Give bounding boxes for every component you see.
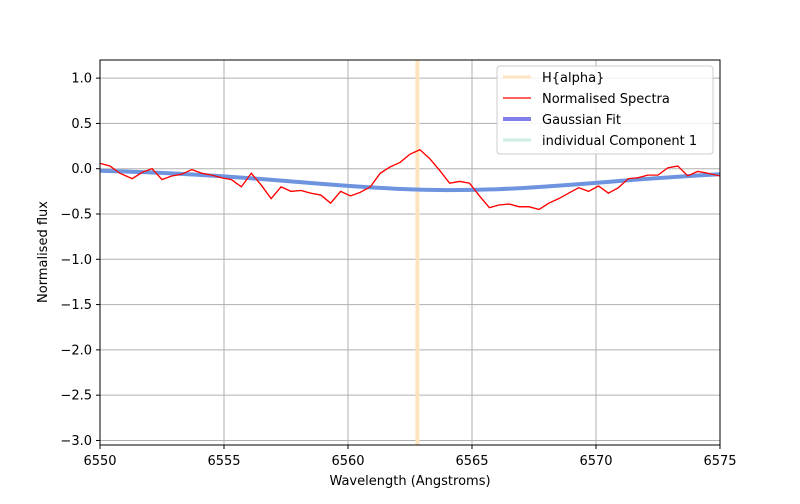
x-tick-label: 6565 <box>455 454 488 469</box>
y-axis-label: Normalised flux <box>36 201 51 303</box>
y-tick-label: −1.5 <box>60 298 92 313</box>
y-tick-label: −2.5 <box>60 389 92 404</box>
legend-box <box>496 65 714 155</box>
axes: 6550 6555 6560 6565 6570 6575 1.0 0.5 0.0 −0.5 −1.… <box>60 72 736 469</box>
y-tick-label: −1.0 <box>60 253 92 268</box>
x-axis-label: Wavelength (Angstroms) <box>329 474 490 489</box>
legend-label: Gaussian Fit <box>542 113 621 128</box>
y-tick-label: −3.0 <box>60 434 92 449</box>
y-tick-label: −0.5 <box>60 208 92 223</box>
legend-label: Normalised Spectra <box>542 92 670 107</box>
legend-label: individual Component 1 <box>542 134 697 149</box>
y-tick-label: 0.0 <box>71 162 92 177</box>
x-tick-label: 6575 <box>703 454 736 469</box>
x-tick-label: 6555 <box>207 454 240 469</box>
y-tick-label: 0.5 <box>71 117 92 132</box>
data-layer <box>100 60 720 445</box>
plot-frame <box>99 59 721 446</box>
x-tick-label: 6570 <box>579 454 612 469</box>
normalised-spectra-line-top <box>100 148 720 211</box>
gaussian-fit-line <box>100 168 720 193</box>
y-tick-label: −2.0 <box>60 343 92 358</box>
x-tick-label: 6550 <box>83 454 116 469</box>
legend-label: H{alpha} <box>542 71 604 86</box>
y-tick-label: 1.0 <box>71 72 92 87</box>
x-tick-label: 6560 <box>331 454 364 469</box>
legend: H{alpha} Normalised Spectra Gaussian Fit in… <box>496 65 714 155</box>
